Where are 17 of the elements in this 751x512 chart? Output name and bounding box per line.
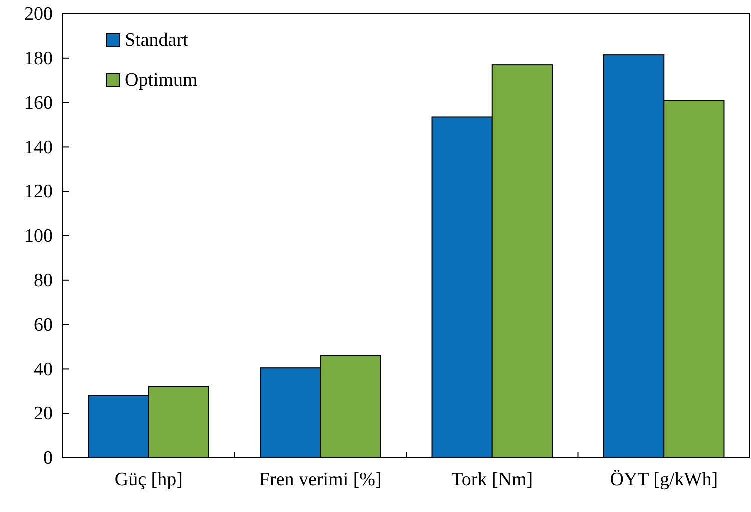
x-tick-label: ÖYT [g/kWh] xyxy=(610,469,718,490)
legend-label: Standart xyxy=(125,30,190,51)
x-tick-label: Güç [hp] xyxy=(114,469,183,490)
y-tick-label: 0 xyxy=(44,448,53,470)
y-tick-label: 60 xyxy=(34,314,53,336)
y-tick-label: 100 xyxy=(24,226,53,248)
y-tick-label: 120 xyxy=(24,182,53,203)
y-tick-label: 180 xyxy=(24,48,53,70)
y-tick-label: 140 xyxy=(24,137,53,158)
y-tick-label: 200 xyxy=(24,4,53,26)
legend-label: Optimum xyxy=(125,70,198,91)
y-tick-label: 40 xyxy=(34,359,53,380)
x-tick-label: Tork [Nm] xyxy=(452,469,534,490)
y-tick-label: 80 xyxy=(34,270,53,292)
y-tick-label: 20 xyxy=(34,404,53,425)
x-tick-label: Fren verimi [%] xyxy=(259,469,382,490)
y-tick-label: 160 xyxy=(24,92,53,114)
